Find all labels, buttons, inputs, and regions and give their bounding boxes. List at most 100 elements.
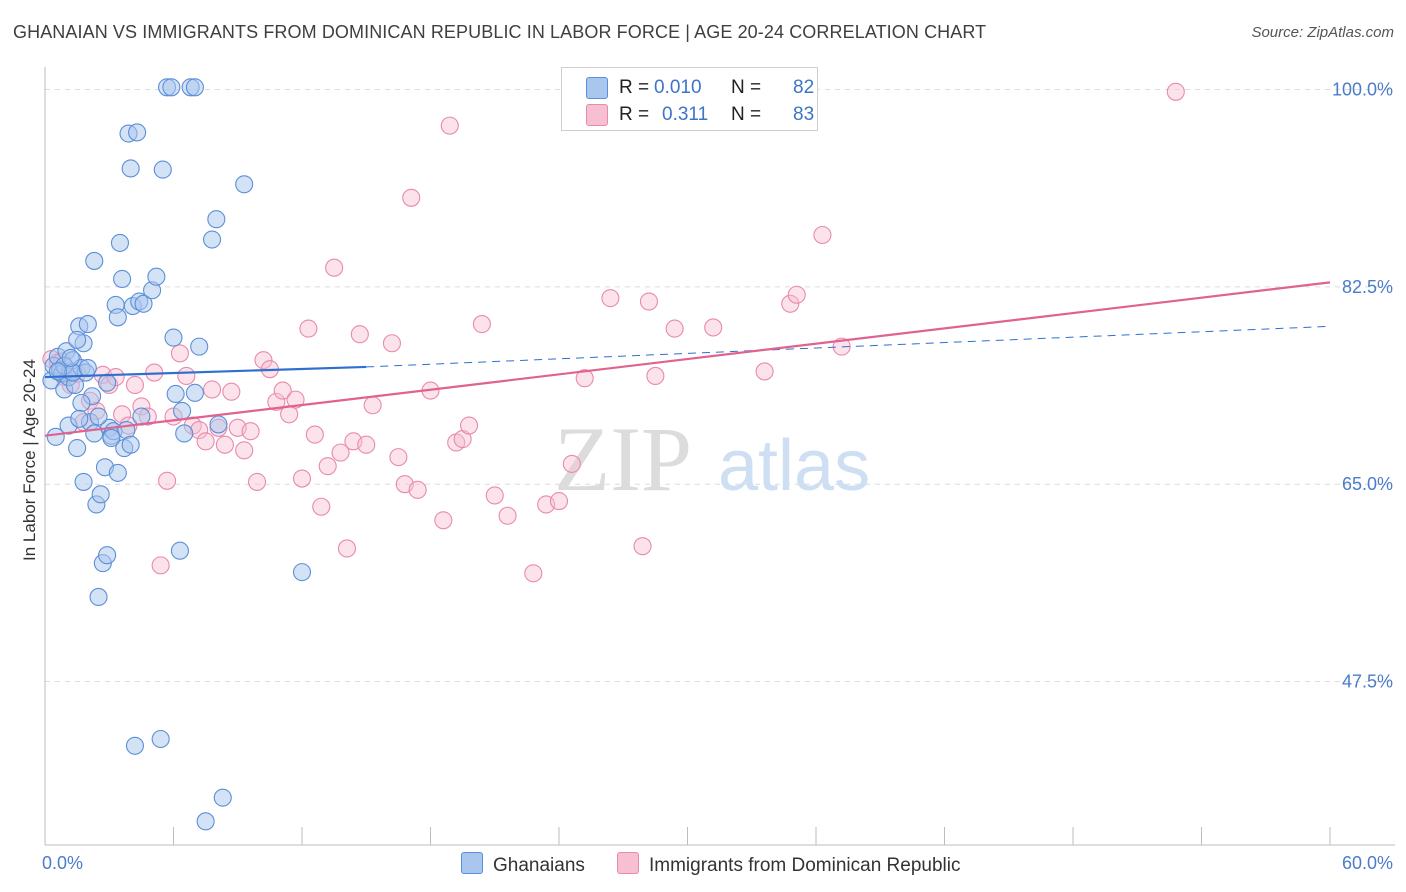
dominican-point: [485, 486, 504, 505]
ghanaian-point: [125, 736, 144, 755]
ghanaian-point: [164, 328, 183, 347]
dominican-point: [203, 380, 222, 399]
ghanaian-point: [89, 587, 108, 606]
legend-swatch-blue: [586, 77, 608, 99]
dominican-point: [459, 416, 479, 435]
ghanaian-point: [102, 428, 121, 448]
dominican-point: [524, 564, 543, 583]
ghanaian-point: [190, 337, 209, 356]
dominican-point: [254, 351, 273, 370]
dominican-point: [177, 366, 196, 385]
ghanaian-point: [166, 384, 185, 404]
dominican-point: [646, 366, 665, 385]
dominican-point: [305, 425, 324, 444]
ghanaian-point: [61, 348, 80, 367]
ghanaian-point: [151, 729, 170, 749]
ghanaian-point: [235, 175, 254, 194]
ghanaian-point: [185, 78, 204, 97]
bottom-legend-dominican: Immigrants from Dominican Republic: [617, 852, 961, 877]
dominican-point: [215, 435, 234, 454]
ghanaian-point: [46, 427, 65, 446]
ghanaian-point: [170, 541, 189, 560]
ghanaian-point: [121, 435, 140, 454]
dominican-point: [222, 382, 241, 401]
ghanaian-point: [121, 159, 140, 178]
dominican-point: [633, 537, 652, 556]
dominican-point: [170, 344, 189, 363]
dominican-point: [1166, 82, 1185, 101]
ghanaian-trend-line: [44, 365, 367, 379]
dominican-point: [402, 188, 421, 207]
dominican-point: [755, 362, 774, 381]
legend-r-value: 0.010: [654, 77, 702, 98]
y-axis-label: In Labor Force | Age 20-24: [20, 359, 39, 561]
legend-r-label: R =: [619, 77, 650, 98]
dominican-point: [787, 285, 806, 304]
dominican-point: [440, 116, 459, 135]
ghanaian-point: [196, 812, 215, 831]
legend-r-label: R =: [619, 104, 650, 125]
dominican-point: [247, 472, 267, 491]
ghanaian-point: [147, 267, 166, 286]
dominican-point: [151, 556, 170, 575]
legend-swatch-pink: [586, 104, 608, 126]
dominican-point: [357, 435, 376, 454]
ghanaian-trend-dashed: [366, 325, 1331, 368]
ghanaian-point: [134, 294, 153, 313]
correlation-legend: R = 0.010 N = 82 R = 0.311 N = 83: [561, 67, 818, 131]
legend-swatch-pink: [617, 852, 639, 874]
dominican-point: [235, 441, 254, 460]
dominican-point: [331, 443, 350, 462]
dominican-point: [389, 448, 408, 467]
dominican-point: [196, 432, 215, 451]
watermark-zip: ZIP: [554, 408, 692, 510]
dominican-point: [562, 454, 581, 473]
dominican-point: [299, 319, 318, 338]
dominican-point: [549, 492, 569, 511]
y-tick-label: 65.0%: [1342, 474, 1393, 494]
x-tick-label: 0.0%: [42, 853, 83, 873]
dominican-point: [350, 325, 369, 344]
ghanaian-point: [98, 546, 117, 565]
dominican-point: [472, 315, 491, 334]
ghanaian-point: [162, 78, 181, 97]
dominican-point: [286, 390, 305, 409]
dominican-point: [363, 396, 382, 415]
dominican-point: [408, 480, 427, 499]
legend-n-value: 83: [793, 104, 815, 125]
ghanaian-point: [173, 401, 192, 420]
ghanaian-point: [89, 407, 108, 426]
ghanaian-point: [213, 788, 232, 807]
ghanaian-point: [108, 463, 127, 482]
ghanaian-point: [72, 393, 91, 413]
dominican-point: [601, 289, 620, 308]
dominican-point: [125, 375, 144, 395]
blue-series-points: [42, 78, 312, 831]
dominican-point: [325, 258, 344, 277]
y-tick-label: 100.0%: [1332, 80, 1393, 100]
ghanaian-point: [91, 485, 110, 504]
ghanaian-point: [78, 315, 97, 334]
legend-label: Ghanaians: [493, 855, 585, 876]
trend-lines: [44, 281, 1331, 437]
dominican-point: [337, 539, 357, 558]
ghanaian-point: [113, 269, 132, 289]
y-tick-label: 82.5%: [1342, 277, 1393, 297]
legend-n-label: N =: [731, 104, 762, 125]
dominican-point: [813, 225, 832, 245]
x-tick-label: 60.0%: [1342, 853, 1393, 873]
x-tick-labels: 0.0% 60.0%: [42, 853, 1393, 873]
legend-label: Immigrants from Dominican Republic: [649, 855, 961, 876]
ghanaian-point: [74, 472, 93, 491]
dominican-point: [832, 337, 851, 356]
watermark-atlas: atlas: [718, 426, 870, 506]
dominican-point: [704, 318, 723, 337]
dominican-point: [665, 319, 684, 338]
dominican-point: [312, 497, 331, 516]
pink-series-points: [42, 82, 1185, 583]
axes: [44, 67, 1395, 846]
dominican-point: [781, 294, 800, 313]
ghanaian-point: [292, 563, 312, 582]
dominican-point: [158, 471, 177, 490]
